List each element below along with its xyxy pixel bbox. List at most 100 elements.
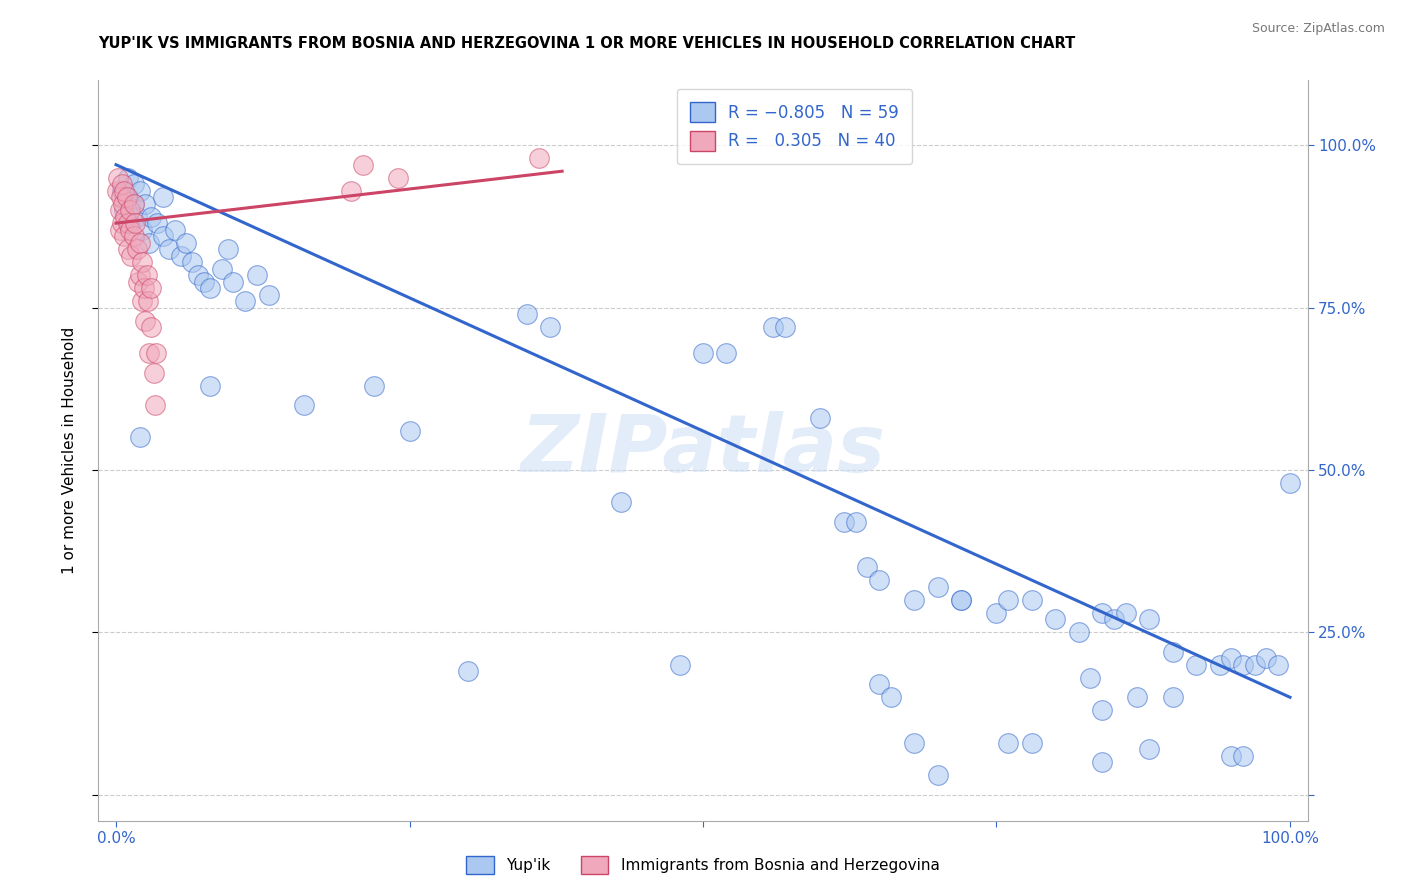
Point [120, 216, 142, 230]
Point [668, 657, 690, 672]
Point [198, 378, 221, 392]
Point [135, 268, 157, 282]
Point [108, 203, 131, 218]
Point [856, 560, 879, 574]
Point [131, 222, 153, 236]
Point [880, 690, 903, 705]
Point [927, 580, 949, 594]
Point [108, 222, 131, 236]
Text: YUP'IK VS IMMIGRANTS FROM BOSNIA AND HERZEGOVINA 1 OR MORE VEHICLES IN HOUSEHOLD: YUP'IK VS IMMIGRANTS FROM BOSNIA AND HER… [98, 36, 1076, 51]
Point [340, 184, 363, 198]
Point [1091, 703, 1114, 717]
Point [903, 592, 925, 607]
Point [134, 196, 156, 211]
Point [538, 320, 561, 334]
Point [773, 320, 796, 334]
Point [610, 495, 633, 509]
Point [1137, 742, 1160, 756]
Point [169, 249, 191, 263]
Point [845, 515, 868, 529]
Point [127, 242, 149, 256]
Point [1220, 651, 1243, 665]
Point [134, 313, 156, 327]
Point [1067, 625, 1090, 640]
Point [112, 196, 135, 211]
Point [152, 229, 174, 244]
Point [128, 268, 150, 282]
Point [120, 203, 142, 218]
Point [146, 216, 169, 230]
Point [1161, 690, 1184, 705]
Point [141, 210, 163, 224]
Point [114, 210, 136, 224]
Point [457, 665, 479, 679]
Point [1091, 606, 1114, 620]
Point [120, 222, 142, 236]
Point [111, 177, 134, 191]
Point [152, 190, 174, 204]
Point [142, 366, 165, 380]
Point [997, 736, 1019, 750]
Point [868, 677, 890, 691]
Point [217, 242, 239, 256]
Point [387, 170, 409, 185]
Point [122, 196, 145, 211]
Point [692, 346, 714, 360]
Point [1208, 657, 1230, 672]
Point [122, 177, 145, 191]
Point [112, 229, 135, 244]
Point [1091, 755, 1114, 769]
Point [950, 592, 973, 607]
Point [112, 184, 135, 198]
Point [1021, 736, 1043, 750]
Point [527, 151, 550, 165]
Point [1220, 748, 1243, 763]
Point [187, 268, 209, 282]
Point [211, 261, 233, 276]
Y-axis label: 1 or more Vehicles in Household: 1 or more Vehicles in Household [62, 326, 77, 574]
Point [141, 281, 163, 295]
Point [122, 196, 145, 211]
Point [128, 184, 150, 198]
Point [120, 249, 142, 263]
Point [115, 190, 138, 204]
Point [1185, 657, 1208, 672]
Text: ZIPatlas: ZIPatlas [520, 411, 886, 490]
Point [176, 235, 198, 250]
Point [832, 515, 855, 529]
Point [112, 203, 135, 218]
Legend: Yup'ik, Immigrants from Bosnia and Herzegovina: Yup'ik, Immigrants from Bosnia and Herze… [460, 850, 946, 880]
Point [198, 281, 221, 295]
Point [950, 592, 973, 607]
Point [1256, 651, 1278, 665]
Point [127, 210, 149, 224]
Point [903, 736, 925, 750]
Point [124, 216, 146, 230]
Point [986, 606, 1008, 620]
Point [122, 229, 145, 244]
Point [138, 346, 160, 360]
Point [138, 235, 160, 250]
Point [1243, 657, 1265, 672]
Point [222, 275, 245, 289]
Point [868, 574, 890, 588]
Point [1021, 592, 1043, 607]
Point [136, 294, 159, 309]
Point [1161, 645, 1184, 659]
Point [1232, 748, 1254, 763]
Point [157, 242, 180, 256]
Point [352, 158, 374, 172]
Point [128, 235, 150, 250]
Point [997, 592, 1019, 607]
Point [111, 216, 134, 230]
Point [111, 184, 134, 198]
Point [762, 320, 785, 334]
Legend: R = −0.805   N = 59, R =   0.305   N = 40: R = −0.805 N = 59, R = 0.305 N = 40 [676, 88, 912, 164]
Point [1232, 657, 1254, 672]
Point [117, 170, 139, 185]
Point [716, 346, 738, 360]
Point [808, 411, 831, 425]
Point [927, 768, 949, 782]
Point [127, 275, 149, 289]
Point [181, 255, 204, 269]
